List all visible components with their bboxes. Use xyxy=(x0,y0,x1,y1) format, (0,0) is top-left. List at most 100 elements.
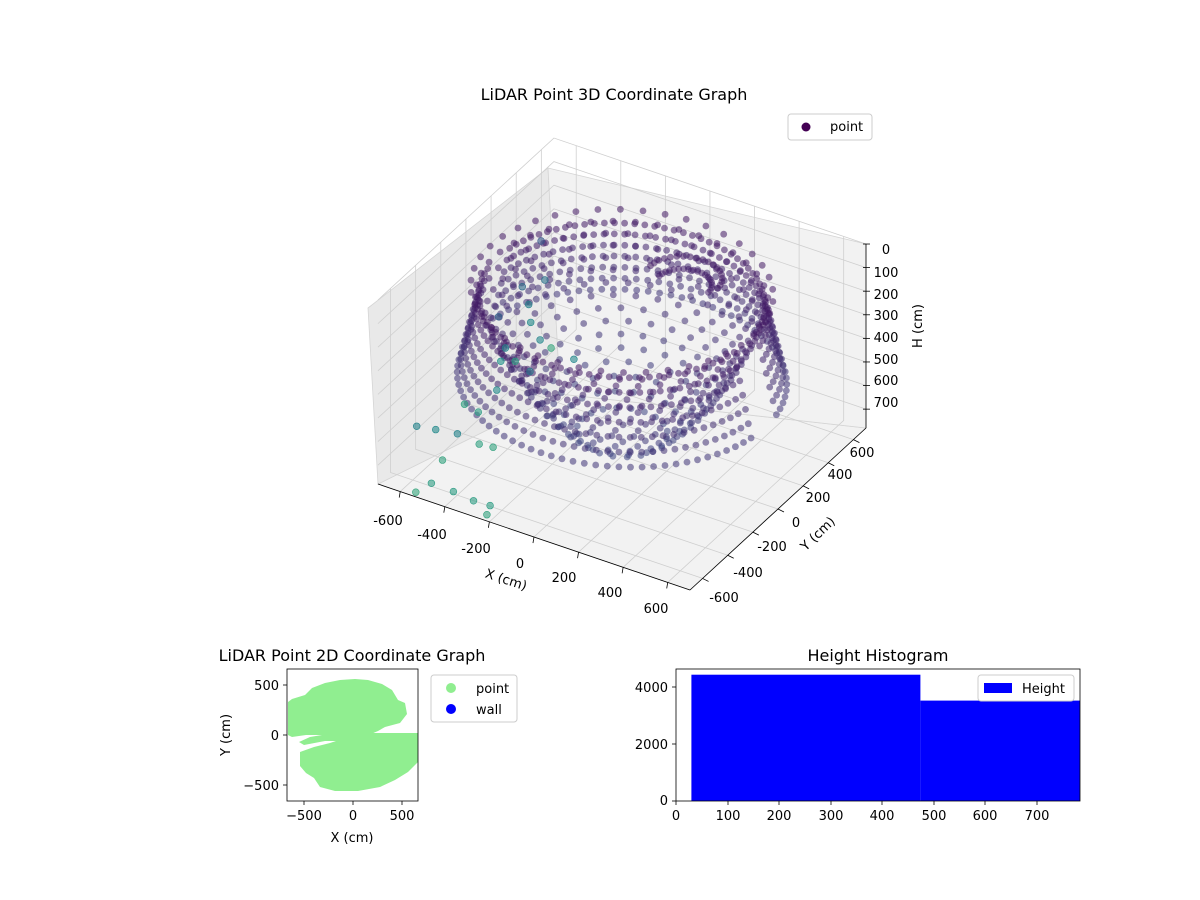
cloud-point xyxy=(729,428,737,436)
y-tick-label: 0 xyxy=(792,516,800,531)
cloud-point xyxy=(546,376,554,384)
cloud-point xyxy=(772,372,780,380)
point-cluster-upper xyxy=(288,679,407,745)
outlier-point xyxy=(489,443,497,451)
cloud-point xyxy=(599,406,607,413)
outlier-point xyxy=(524,300,533,309)
cloud-point xyxy=(771,353,778,360)
cloud-point xyxy=(645,395,653,403)
histogram-frame xyxy=(675,668,1081,802)
x-tick-label: 0 xyxy=(349,809,357,824)
cloud-point xyxy=(601,395,609,402)
cloud-point xyxy=(582,430,590,438)
z-gridline xyxy=(377,208,867,372)
cloud-point xyxy=(457,355,465,363)
cloud-point xyxy=(640,346,648,354)
cloud-point xyxy=(670,430,678,438)
cloud-point xyxy=(595,331,603,339)
cloud-point xyxy=(602,317,610,325)
cloud-point xyxy=(714,366,722,373)
cloud-point xyxy=(705,397,713,404)
cloud-point xyxy=(654,245,662,253)
y-gridline xyxy=(390,288,703,579)
cloud-point xyxy=(554,359,562,366)
y-tick-mark xyxy=(752,531,760,536)
cloud-point xyxy=(749,270,757,277)
outlier-point xyxy=(469,497,478,505)
z-gridline xyxy=(377,302,867,466)
cloud-point xyxy=(694,456,701,464)
legend-label-height: Height xyxy=(1022,682,1065,697)
cloud-point xyxy=(748,318,756,325)
cloud-point xyxy=(626,389,633,397)
cloud-point xyxy=(687,293,695,300)
cloud-point xyxy=(534,284,542,292)
cloud-point xyxy=(478,308,486,315)
cloud-point xyxy=(575,334,582,342)
cloud-point xyxy=(576,276,584,284)
x-axis-label: X (cm) xyxy=(331,831,374,846)
cloud-point xyxy=(457,387,465,395)
cloud-point xyxy=(533,382,541,389)
cloud-point xyxy=(500,352,507,360)
cloud-point xyxy=(565,245,573,253)
cloud-point xyxy=(621,219,628,227)
cloud-point xyxy=(705,392,713,399)
cloud-point xyxy=(737,424,745,432)
cloud-point xyxy=(733,274,741,282)
cloud-point xyxy=(579,391,587,399)
cloud-point xyxy=(537,373,545,380)
z-tick-label: 200 xyxy=(874,288,899,303)
cloud-point xyxy=(503,302,511,310)
y-tick-label: 0 xyxy=(660,794,668,809)
y-tick-label: 2000 xyxy=(635,738,668,753)
cloud-point xyxy=(555,379,563,386)
cloud-point xyxy=(475,291,483,299)
cloud-point xyxy=(766,310,774,317)
cloud-point xyxy=(518,319,526,327)
cloud-point xyxy=(482,403,489,411)
cloud-point xyxy=(772,347,779,355)
cloud-point xyxy=(552,225,560,233)
cloud-point xyxy=(671,445,679,453)
cloud-point xyxy=(667,253,674,261)
cloud-point xyxy=(714,450,721,458)
cloud-point xyxy=(744,264,752,272)
cloud-point xyxy=(773,391,780,399)
cloud-point xyxy=(611,442,619,450)
cloud-point xyxy=(517,248,525,256)
cloud-point xyxy=(779,367,787,375)
cloud-point xyxy=(656,372,663,380)
cloud-point xyxy=(726,270,733,277)
cloud-point xyxy=(769,328,776,336)
cloud-point xyxy=(636,389,644,396)
histogram-bar xyxy=(691,674,921,801)
cloud-point xyxy=(638,463,646,471)
cloud-point xyxy=(747,279,755,286)
cloud-point xyxy=(529,431,537,438)
cloud-point xyxy=(625,358,633,366)
cloud-point xyxy=(776,385,783,393)
cloud-point xyxy=(475,286,483,293)
cloud-point xyxy=(723,379,731,387)
cloud-point xyxy=(481,351,488,358)
cloud-point xyxy=(756,342,763,350)
cloud-point xyxy=(543,412,551,420)
cloud-point xyxy=(647,362,654,369)
cloud-point xyxy=(729,322,736,329)
cloud-point xyxy=(756,280,764,288)
cloud-point xyxy=(514,408,521,416)
cloud-point xyxy=(557,364,564,372)
cloud-point xyxy=(699,246,707,254)
cloud-point xyxy=(698,326,706,333)
cloud-point xyxy=(498,399,506,407)
cloud-point xyxy=(558,455,566,463)
cloud-point xyxy=(507,294,515,302)
cloud-point xyxy=(504,319,512,326)
cloud-point xyxy=(759,356,767,363)
x-tick-label: 700 xyxy=(1025,809,1050,824)
cloud-point xyxy=(591,220,598,227)
cloud-point xyxy=(535,387,543,395)
cloud-point xyxy=(705,238,713,246)
cloud-point xyxy=(486,242,494,250)
